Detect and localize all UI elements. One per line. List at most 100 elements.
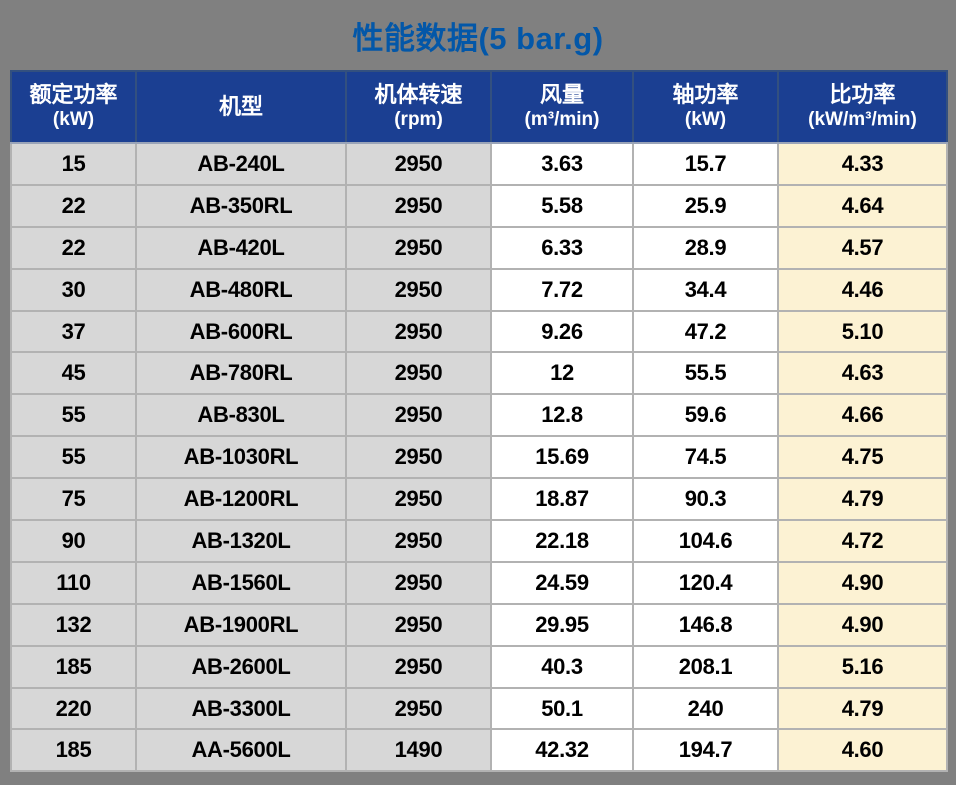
cell-model: AB-780RL xyxy=(135,351,347,396)
cell-shaft_power: 55.5 xyxy=(632,351,779,396)
table-body: 15 AB-240L 2950 3.63 15.7 4.33 22 AB-350RL 2950 5… xyxy=(10,142,948,773)
table-row: 185 AB-2600L 2950 40.3 208.1 5.16 xyxy=(10,644,948,689)
header-speed: 机体转速 (rpm) xyxy=(345,70,492,144)
cell-model: AB-600RL xyxy=(135,309,347,354)
cell-rated_power: 45 xyxy=(10,351,137,396)
cell-shaft_power: 240 xyxy=(632,686,779,731)
cell-air_flow: 6.33 xyxy=(490,225,634,270)
table-row: 185 AA-5600L 1490 42.32 194.7 4.60 xyxy=(10,728,948,773)
cell-model: AB-480RL xyxy=(135,267,347,312)
cell-model: AB-2600L xyxy=(135,644,347,689)
table-row: 22 AB-350RL 2950 5.58 25.9 4.64 xyxy=(10,183,948,228)
cell-shaft_power: 90.3 xyxy=(632,477,779,522)
cell-air_flow: 24.59 xyxy=(490,560,634,605)
header-row: 额定功率 (kW) 机型 机体转速 (rpm) 风量 (m³/min) 轴功率 xyxy=(10,70,948,144)
table-header: 额定功率 (kW) 机型 机体转速 (rpm) 风量 (m³/min) 轴功率 xyxy=(10,70,948,144)
cell-specific_power: 4.72 xyxy=(777,519,948,563)
cell-speed: 2950 xyxy=(345,183,492,228)
header-rated-power: 额定功率 (kW) xyxy=(10,70,137,144)
cell-air_flow: 22.18 xyxy=(490,519,634,563)
cell-model: AB-350RL xyxy=(135,183,347,228)
cell-speed: 2950 xyxy=(345,477,492,522)
header-unit: (kW) xyxy=(684,108,727,130)
cell-rated_power: 55 xyxy=(10,435,137,480)
table-row: 55 AB-830L 2950 12.8 59.6 4.66 xyxy=(10,393,948,438)
header-label: 风量 xyxy=(539,82,584,108)
cell-speed: 2950 xyxy=(345,142,492,186)
cell-specific_power: 4.90 xyxy=(777,602,948,647)
cell-rated_power: 30 xyxy=(10,267,137,312)
cell-rated_power: 185 xyxy=(10,644,137,689)
header-specific-power: 比功率 (kW/m³/min) xyxy=(777,70,948,144)
table-row: 110 AB-1560L 2950 24.59 120.4 4.90 xyxy=(10,560,948,605)
cell-speed: 2950 xyxy=(345,560,492,605)
cell-air_flow: 42.32 xyxy=(490,728,634,773)
cell-speed: 2950 xyxy=(345,519,492,563)
cell-model: AB-1200RL xyxy=(135,477,347,522)
cell-rated_power: 55 xyxy=(10,393,137,438)
cell-model: AB-1560L xyxy=(135,560,347,605)
cell-model: AB-420L xyxy=(135,225,347,270)
cell-air_flow: 15.69 xyxy=(490,435,634,480)
cell-specific_power: 4.63 xyxy=(777,351,948,396)
cell-shaft_power: 146.8 xyxy=(632,602,779,647)
cell-air_flow: 12 xyxy=(490,351,634,396)
cell-speed: 2950 xyxy=(345,435,492,480)
header-label: 比功率 xyxy=(829,82,896,108)
table-row: 45 AB-780RL 2950 12 55.5 4.63 xyxy=(10,351,948,396)
header-unit: (rpm) xyxy=(394,108,443,130)
cell-shaft_power: 25.9 xyxy=(632,183,779,228)
table-row: 90 AB-1320L 2950 22.18 104.6 4.72 xyxy=(10,519,948,563)
cell-model: AB-1320L xyxy=(135,519,347,563)
cell-speed: 2950 xyxy=(345,644,492,689)
header-shaft-power: 轴功率 (kW) xyxy=(632,70,779,144)
cell-air_flow: 40.3 xyxy=(490,644,634,689)
cell-rated_power: 37 xyxy=(10,309,137,354)
cell-air_flow: 5.58 xyxy=(490,183,634,228)
performance-table: 额定功率 (kW) 机型 机体转速 (rpm) 风量 (m³/min) 轴功率 xyxy=(10,70,948,773)
table-row: 15 AB-240L 2950 3.63 15.7 4.33 xyxy=(10,142,948,186)
cell-air_flow: 3.63 xyxy=(490,142,634,186)
table-row: 132 AB-1900RL 2950 29.95 146.8 4.90 xyxy=(10,602,948,647)
header-model: 机型 xyxy=(135,70,347,144)
cell-shaft_power: 208.1 xyxy=(632,644,779,689)
cell-specific_power: 4.66 xyxy=(777,393,948,438)
cell-shaft_power: 74.5 xyxy=(632,435,779,480)
cell-speed: 2950 xyxy=(345,351,492,396)
cell-specific_power: 4.79 xyxy=(777,477,948,522)
cell-specific_power: 5.16 xyxy=(777,644,948,689)
cell-rated_power: 132 xyxy=(10,602,137,647)
cell-air_flow: 18.87 xyxy=(490,477,634,522)
cell-shaft_power: 104.6 xyxy=(632,519,779,563)
cell-model: AB-240L xyxy=(135,142,347,186)
page-title: 性能数据(5 bar.g) xyxy=(352,21,604,56)
header-label: 额定功率 xyxy=(29,82,118,108)
cell-specific_power: 4.64 xyxy=(777,183,948,228)
table-row: 22 AB-420L 2950 6.33 28.9 4.57 xyxy=(10,225,948,270)
header-unit: (kW/m³/min) xyxy=(808,108,917,130)
header-air-flow: 风量 (m³/min) xyxy=(490,70,634,144)
cell-speed: 2950 xyxy=(345,602,492,647)
header-label: 机型 xyxy=(218,93,263,119)
cell-shaft_power: 47.2 xyxy=(632,309,779,354)
header-label: 机体转速 xyxy=(374,82,463,108)
cell-shaft_power: 120.4 xyxy=(632,560,779,605)
table-row: 75 AB-1200RL 2950 18.87 90.3 4.79 xyxy=(10,477,948,522)
table-row: 37 AB-600RL 2950 9.26 47.2 5.10 xyxy=(10,309,948,354)
cell-air_flow: 29.95 xyxy=(490,602,634,647)
cell-rated_power: 22 xyxy=(10,225,137,270)
table-row: 55 AB-1030RL 2950 15.69 74.5 4.75 xyxy=(10,435,948,480)
cell-model: AB-1900RL xyxy=(135,602,347,647)
cell-shaft_power: 28.9 xyxy=(632,225,779,270)
cell-rated_power: 75 xyxy=(10,477,137,522)
table-row: 220 AB-3300L 2950 50.1 240 4.79 xyxy=(10,686,948,731)
cell-specific_power: 4.75 xyxy=(777,435,948,480)
cell-rated_power: 185 xyxy=(10,728,137,773)
cell-shaft_power: 194.7 xyxy=(632,728,779,773)
cell-specific_power: 4.57 xyxy=(777,225,948,270)
cell-specific_power: 4.33 xyxy=(777,142,948,186)
header-unit: (m³/min) xyxy=(524,108,600,130)
cell-model: AB-830L xyxy=(135,393,347,438)
cell-specific_power: 4.90 xyxy=(777,560,948,605)
